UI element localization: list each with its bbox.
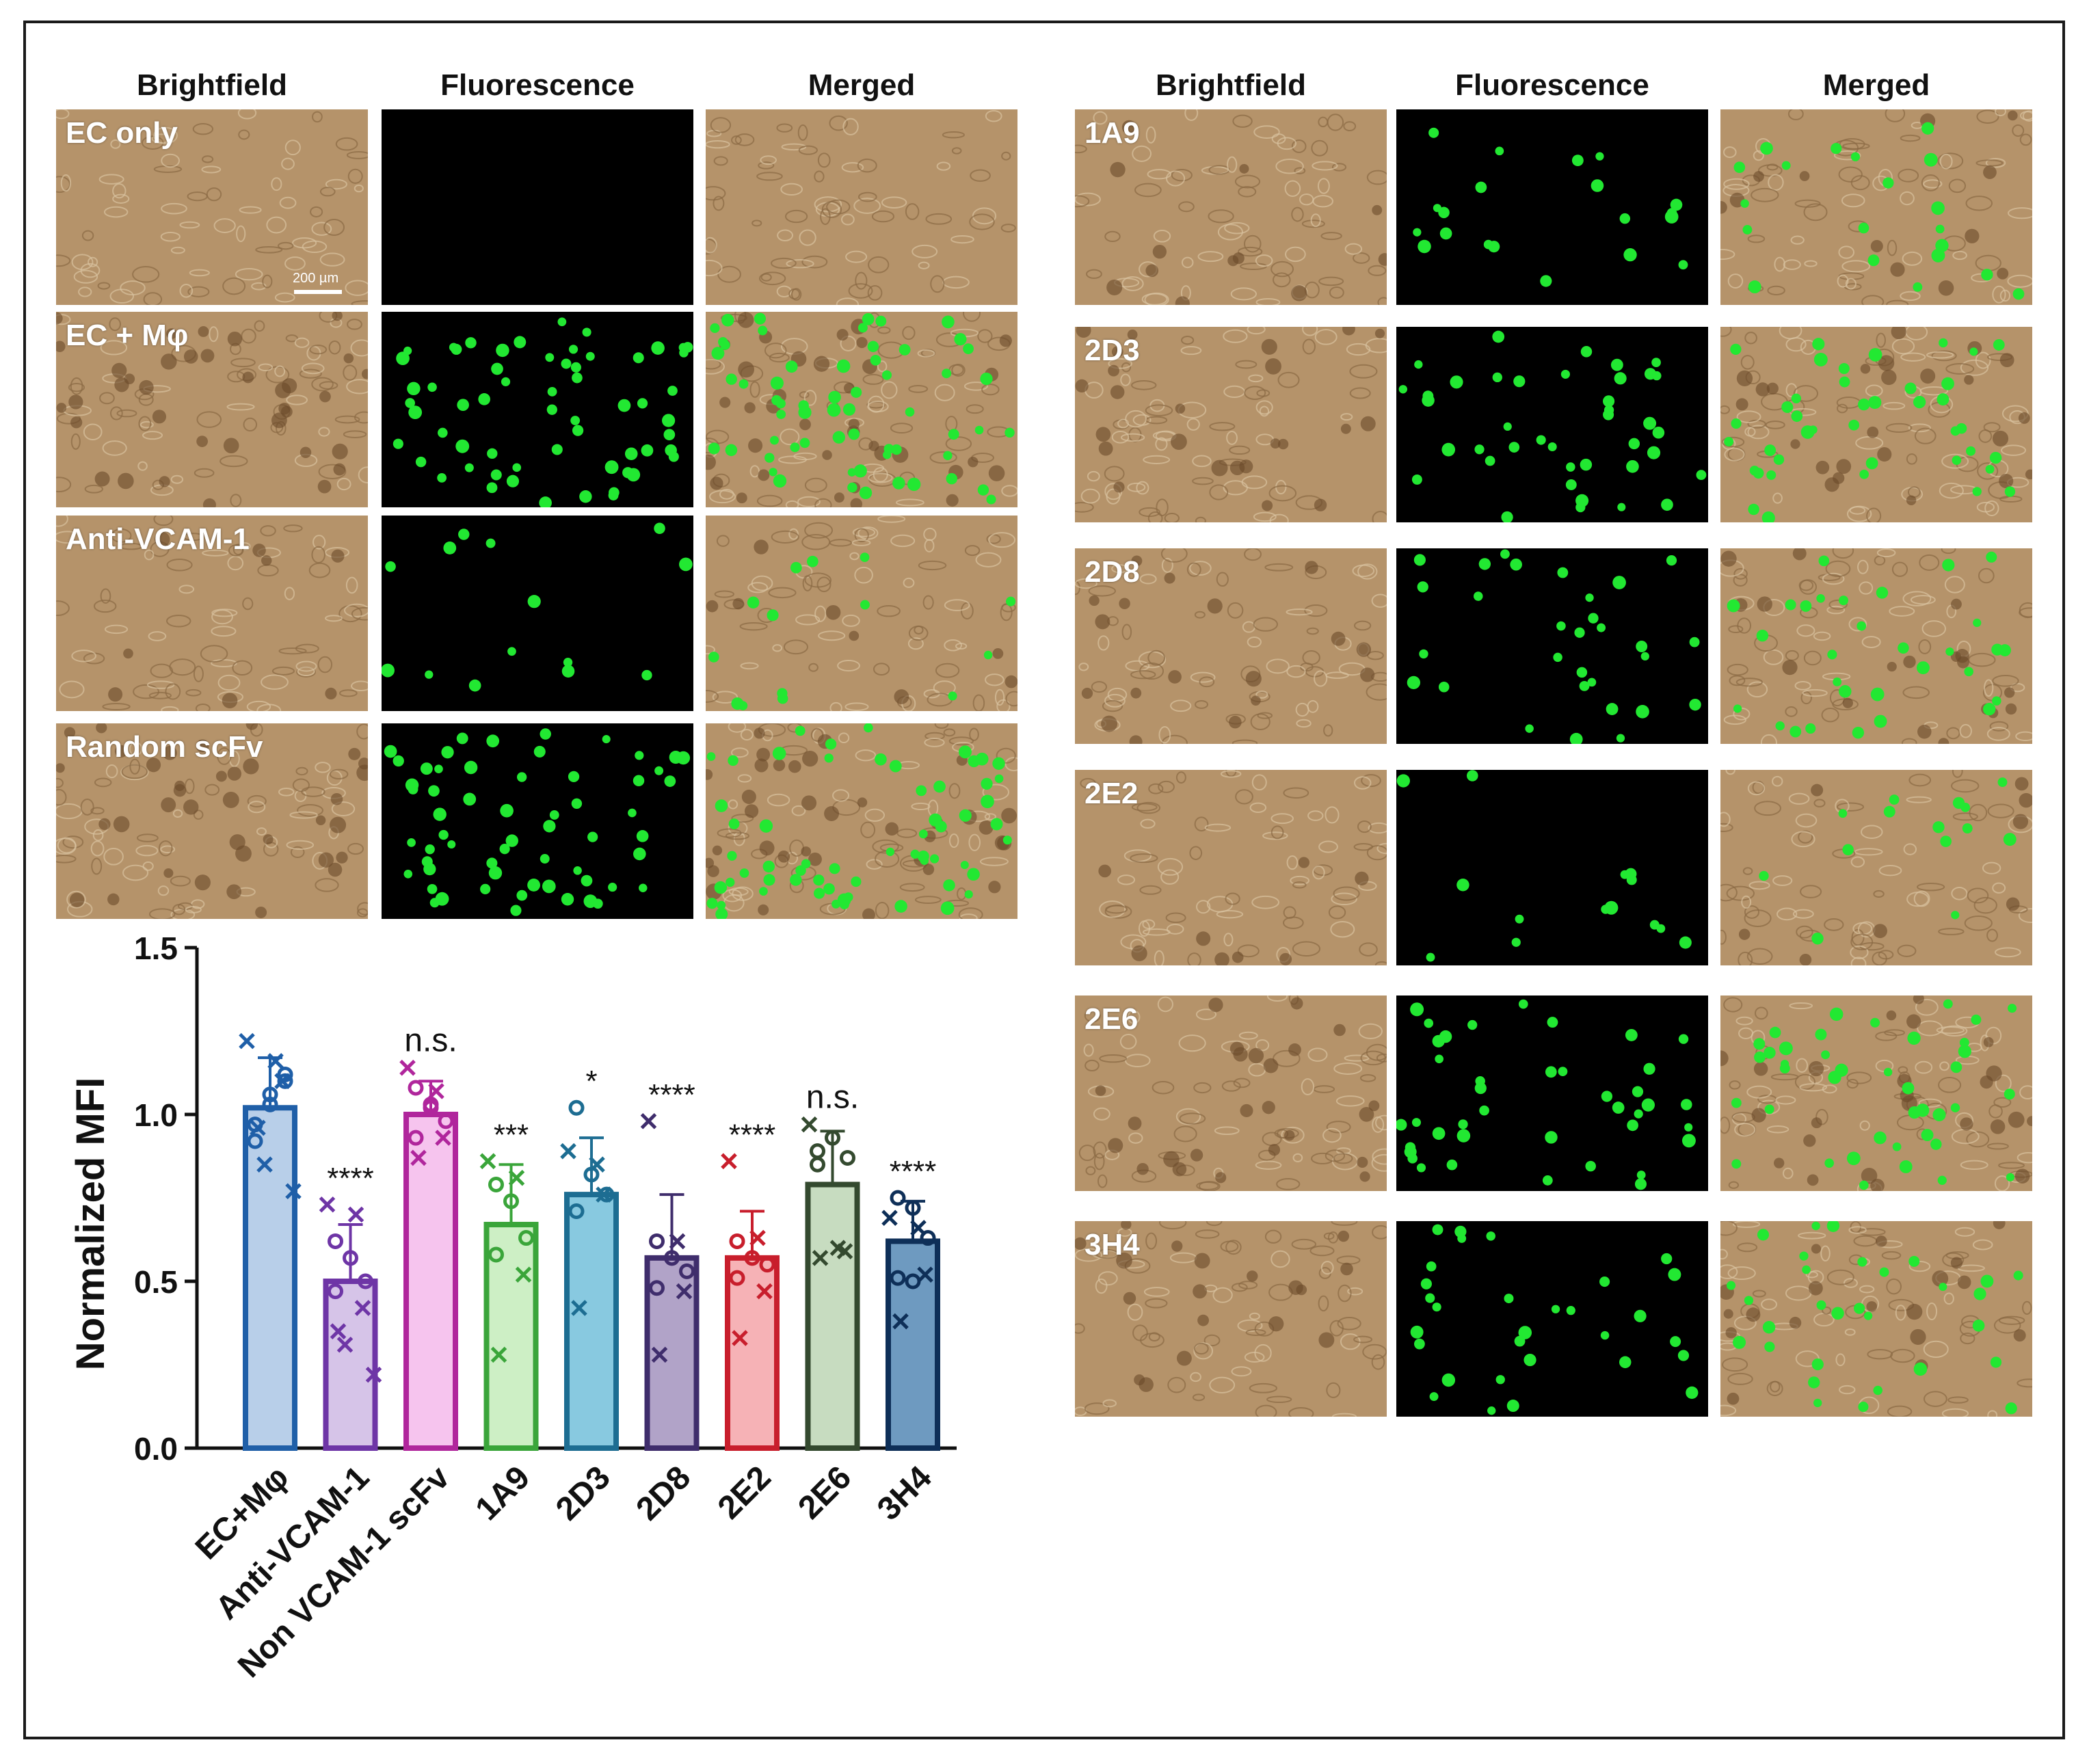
right-panel-1-bf: 2D3 — [1075, 327, 1387, 522]
left-panel-1-mg — [706, 312, 1017, 507]
left-panel-3-mg — [706, 723, 1017, 919]
right-panel-2-bf: 2D8 — [1075, 548, 1387, 744]
right-row-label: 2D3 — [1085, 334, 1140, 367]
right-panel-1-mg — [1720, 327, 2032, 522]
right-row-label: 3H4 — [1085, 1228, 1140, 1261]
right-panel-4-fl — [1396, 995, 1708, 1191]
left-panel-0-fl — [382, 109, 693, 305]
left-panel-2-fl — [382, 516, 693, 711]
right-header-merged: Merged — [1822, 68, 1930, 102]
right-panel-4-mg — [1720, 995, 2032, 1191]
left-panel-1-bf: EC + Mφ — [56, 312, 368, 507]
right-panel-4-bf: 2E6 — [1075, 995, 1387, 1191]
left-panel-3-fl — [382, 723, 693, 919]
left-row-label: EC only — [66, 116, 178, 150]
scale-bar — [294, 290, 342, 294]
left-panel-2-bf: Anti-VCAM-1 — [56, 516, 368, 711]
left-header-merged: Merged — [808, 68, 916, 102]
left-header-brightfield: Brightfield — [137, 68, 287, 102]
scale-bar-label: 200 µm — [293, 271, 339, 286]
left-header-fluorescence: Fluorescence — [440, 68, 635, 102]
right-header-brightfield: Brightfield — [1156, 68, 1306, 102]
right-panel-3-fl — [1396, 770, 1708, 965]
left-row-label: Anti-VCAM-1 — [66, 522, 250, 556]
left-panel-1-fl — [382, 312, 693, 507]
right-header-fluorescence: Fluorescence — [1455, 68, 1649, 102]
right-panel-2-fl — [1396, 548, 1708, 744]
right-panel-0-bf: 1A9 — [1075, 109, 1387, 305]
right-row-label: 2E2 — [1085, 777, 1139, 810]
left-panel-0-mg — [706, 109, 1017, 305]
left-panel-0-bf: EC only 200 µm — [56, 109, 368, 305]
left-panel-2-mg — [706, 516, 1017, 711]
right-panel-3-bf: 2E2 — [1075, 770, 1387, 965]
right-panel-1-fl — [1396, 327, 1708, 522]
right-panel-3-mg — [1720, 770, 2032, 965]
left-row-label: Random scFv — [66, 730, 263, 764]
right-panel-2-mg — [1720, 548, 2032, 744]
right-panel-0-mg — [1720, 109, 2032, 305]
right-panel-5-fl — [1396, 1221, 1708, 1417]
right-row-label: 2D8 — [1085, 555, 1140, 589]
left-panel-3-bf: Random scFv — [56, 723, 368, 919]
right-panel-0-fl — [1396, 109, 1708, 305]
right-row-label: 1A9 — [1085, 116, 1140, 150]
right-panel-5-mg — [1720, 1221, 2032, 1417]
right-panel-5-bf: 3H4 — [1075, 1221, 1387, 1417]
left-row-label: EC + Mφ — [66, 319, 189, 352]
right-row-label: 2E6 — [1085, 1002, 1139, 1036]
figure-frame — [23, 21, 2065, 1739]
